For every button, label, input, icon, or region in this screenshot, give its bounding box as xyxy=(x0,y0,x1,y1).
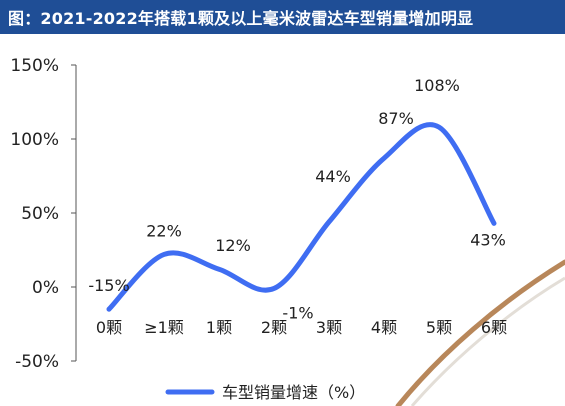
decorative-curve xyxy=(395,259,565,406)
y-tick-label: 50% xyxy=(21,204,59,224)
decorative-curve-group xyxy=(395,259,565,406)
data-label: 12% xyxy=(215,236,251,255)
data-label: 87% xyxy=(378,109,414,128)
y-tick-label: -50% xyxy=(15,352,59,372)
category-label: 2颗 xyxy=(261,318,287,337)
series-line xyxy=(106,122,497,312)
line-chart: 150% 100% 50% 0% -50% 0颗 ≥1颗 1颗 2颗 3颗 4颗 5颗 6颗 -15%… xyxy=(10,56,565,406)
category-label: 4颗 xyxy=(371,318,397,337)
y-axis-group: 150% 100% 50% 0% -50% xyxy=(10,56,77,372)
decorative-curve-shadow xyxy=(410,276,565,406)
data-label: 108% xyxy=(414,76,460,95)
category-label: ≥1颗 xyxy=(144,318,184,337)
category-labels-group: 0颗 ≥1颗 1颗 2颗 3颗 4颗 5颗 6颗 xyxy=(96,318,507,337)
category-label: 3颗 xyxy=(316,318,342,337)
category-label: 1颗 xyxy=(206,318,232,337)
data-label: 22% xyxy=(146,221,182,240)
y-tick-label: 150% xyxy=(10,56,59,76)
chart-title: 图：2021-2022年搭载1颗及以上毫米波雷达车型销量增加明显 xyxy=(8,9,474,28)
data-label: -1% xyxy=(282,303,313,322)
data-label: -15% xyxy=(88,276,129,295)
data-label: 43% xyxy=(470,230,506,249)
chart-title-bar: 图：2021-2022年搭载1颗及以上毫米波雷达车型销量增加明显 xyxy=(0,0,565,34)
series-group xyxy=(106,122,497,312)
data-label: 44% xyxy=(315,167,351,186)
data-labels-group: -15% 22% 12% -1% 44% 87%108% 43% xyxy=(88,76,505,322)
legend-label: 车型销量增速（%） xyxy=(222,383,365,402)
category-label: 5颗 xyxy=(426,318,452,337)
y-tick-label: 100% xyxy=(10,130,59,150)
legend: 车型销量增速（%） xyxy=(165,383,365,402)
y-tick-label: 0% xyxy=(32,278,59,298)
category-label: 0颗 xyxy=(96,318,122,337)
category-label: 6颗 xyxy=(481,318,507,337)
